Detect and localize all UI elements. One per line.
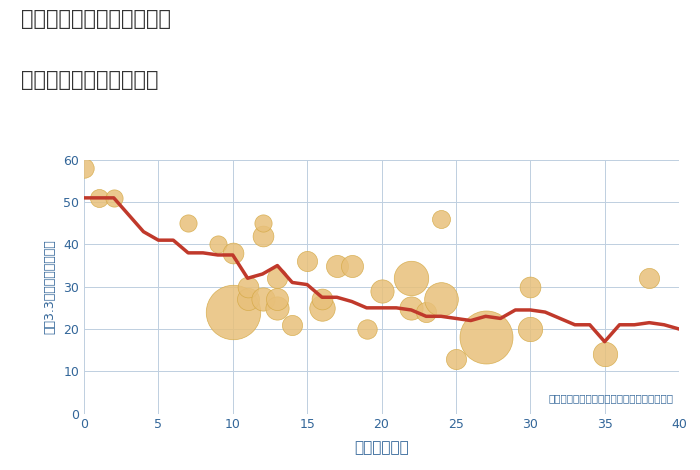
Point xyxy=(78,164,90,172)
Point xyxy=(406,274,417,282)
Point xyxy=(272,304,283,312)
Point xyxy=(242,296,253,303)
Point xyxy=(525,283,536,290)
Point xyxy=(435,215,447,223)
Y-axis label: 坪（3.3㎡）単価（万円）: 坪（3.3㎡）単価（万円） xyxy=(43,239,56,334)
Text: 千葉県匝瑳市八日市場ホの: 千葉県匝瑳市八日市場ホの xyxy=(21,9,171,30)
Point xyxy=(599,351,610,358)
Point xyxy=(316,304,328,312)
Point xyxy=(480,334,491,341)
Point xyxy=(272,296,283,303)
Point xyxy=(406,304,417,312)
Point xyxy=(376,287,387,295)
Point xyxy=(257,232,268,240)
Point xyxy=(242,283,253,290)
Point xyxy=(302,258,313,265)
Point xyxy=(183,219,194,227)
Point xyxy=(525,325,536,333)
Point xyxy=(450,355,461,362)
Point xyxy=(93,194,104,202)
Point xyxy=(287,321,298,329)
Point xyxy=(421,308,432,316)
Point xyxy=(108,194,119,202)
Point xyxy=(212,241,223,248)
X-axis label: 築年数（年）: 築年数（年） xyxy=(354,440,409,455)
Point xyxy=(644,274,655,282)
Point xyxy=(435,296,447,303)
Point xyxy=(361,325,372,333)
Point xyxy=(257,296,268,303)
Text: 円の大きさは、取引のあった物件面積を示す: 円の大きさは、取引のあった物件面積を示す xyxy=(548,393,673,403)
Text: 築年数別中古戸建て価格: 築年数別中古戸建て価格 xyxy=(21,70,158,91)
Point xyxy=(227,249,238,257)
Point xyxy=(346,262,357,269)
Point xyxy=(272,274,283,282)
Point xyxy=(257,219,268,227)
Point xyxy=(227,308,238,316)
Point xyxy=(316,296,328,303)
Point xyxy=(331,262,342,269)
